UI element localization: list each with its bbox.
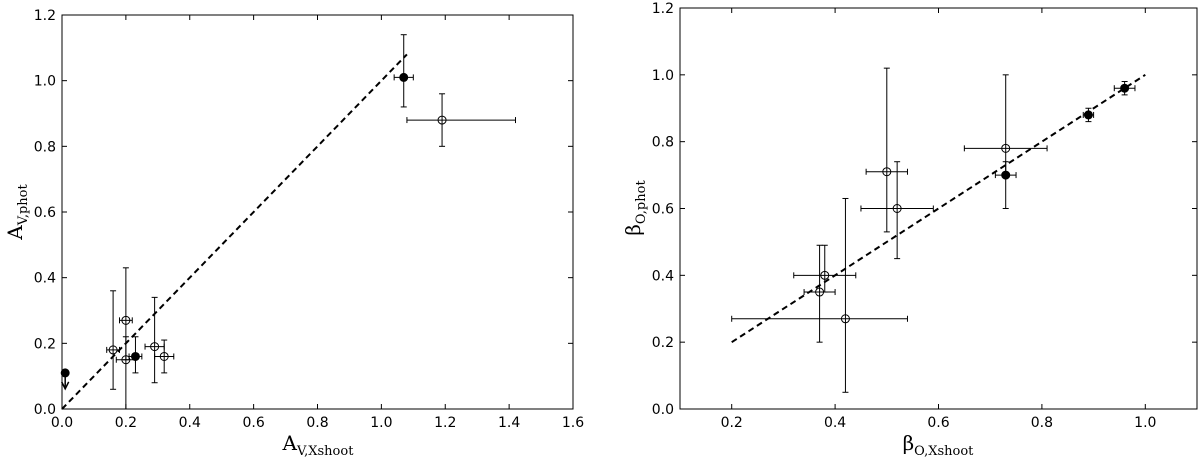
- left-open-point: [159, 351, 169, 361]
- left-scatter-plot: 0.0 0.2 0.4 0.6 0.8 1.0 1.2 1.4 1.6 0.0 0.2 0.4 0.6 0…: [3, 8, 584, 459]
- left-upper-limit-arrowhead: [61, 381, 70, 391]
- left-x-tick-label: 1.4: [498, 415, 520, 431]
- left-points: [60, 34, 517, 410]
- left-open-point: [437, 115, 447, 125]
- left-open-point: [121, 355, 131, 365]
- right-x-tick-label: 0.2: [721, 415, 743, 431]
- left-x-tick-label: 0.4: [179, 415, 201, 431]
- right-filled-point: [1083, 110, 1093, 120]
- right-filled-point: [1001, 170, 1011, 180]
- right-x-tick-label: 1.0: [1134, 415, 1156, 431]
- right-y-tick-label: 1.2: [652, 1, 674, 17]
- right-points: [731, 67, 1136, 393]
- right-scatter-plot: 0.2 0.4 0.6 0.8 1.0 0.0 0.2 0.4 0.6 0.8 1.0 1.2 βO,…: [621, 1, 1198, 459]
- right-filled-point: [1120, 83, 1130, 93]
- right-y-tick-label: 0.4: [652, 268, 674, 284]
- left-x-tick-label: 0.2: [115, 415, 137, 431]
- right-y-tick-label: 0.2: [652, 335, 674, 351]
- right-open-point: [892, 204, 902, 213]
- left-ticks: 0.0 0.2 0.4 0.6 0.8 1.0 1.2 1.4 1.6 0.0 0.2 0.4 0.6 0…: [34, 8, 584, 431]
- right-y-tick-label: 0.0: [652, 402, 674, 418]
- right-open-point: [1001, 143, 1011, 153]
- left-x-tick-label: 1.0: [370, 415, 392, 431]
- right-fit-line-group: [731, 73, 1146, 344]
- right-x-tick-label: 0.4: [824, 415, 846, 431]
- left-fit-line: [61, 53, 408, 410]
- left-y-axis-label: AV,phot: [3, 184, 31, 241]
- left-plot-frame: [61, 14, 574, 410]
- left-y-tick-label: 0.2: [34, 336, 56, 352]
- right-open-point: [882, 167, 892, 177]
- right-x-tick-label: 0.8: [1031, 415, 1053, 431]
- left-x-axis-label: AV,Xshoot: [282, 431, 355, 459]
- right-y-tick-label: 0.6: [652, 202, 674, 218]
- right-open-point: [840, 314, 850, 324]
- left-filled-point: [399, 72, 409, 82]
- right-y-tick-label: 0.8: [652, 135, 674, 151]
- right-open-point: [820, 270, 830, 280]
- right-plot-frame: [679, 7, 1198, 410]
- left-open-point: [108, 345, 118, 355]
- right-fit-line: [731, 73, 1146, 344]
- left-y-tick-label: 0.8: [34, 139, 56, 155]
- right-x-axis-label: βO,Xshoot: [903, 431, 975, 459]
- left-open-point: [121, 315, 131, 325]
- left-x-tick-label: 0.8: [306, 415, 328, 431]
- left-filled-point: [60, 368, 70, 378]
- left-y-tick-label: 1.2: [34, 8, 56, 24]
- left-y-tick-label: 0.4: [34, 271, 56, 287]
- left-open-point: [150, 342, 160, 352]
- left-x-tick-label: 0.0: [51, 415, 73, 431]
- left-x-tick-label: 1.2: [434, 415, 456, 431]
- left-y-tick-label: 0.6: [34, 205, 56, 221]
- left-x-tick-label: 0.6: [242, 415, 264, 431]
- left-x-tick-label: 1.6: [562, 415, 584, 431]
- left-filled-point: [130, 351, 140, 361]
- left-y-tick-label: 0.0: [34, 402, 56, 418]
- right-ticks: 0.2 0.4 0.6 0.8 1.0 0.0 0.2 0.4 0.6 0.8 1.0 1.2: [652, 1, 1197, 431]
- left-y-tick-label: 1.0: [34, 74, 56, 90]
- left-fit-line-group: [61, 53, 408, 410]
- right-y-axis-label: βO,phot: [621, 180, 649, 236]
- right-x-tick-label: 0.6: [927, 415, 949, 431]
- right-y-tick-label: 1.0: [652, 68, 674, 84]
